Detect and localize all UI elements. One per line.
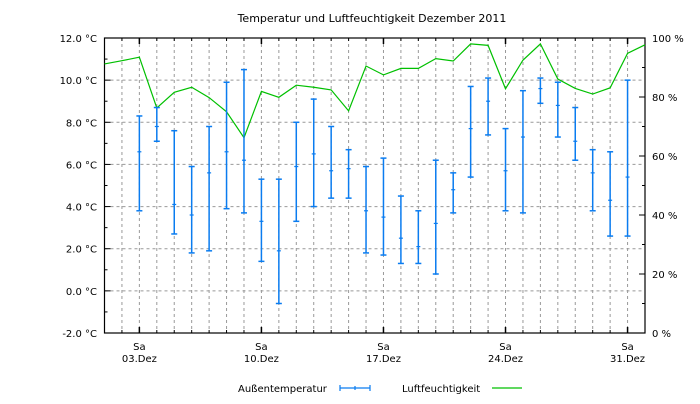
- y-left-tick-label: -2.0 °C: [62, 329, 97, 340]
- chart-title: Temperatur und Luftfeuchtigkeit Dezember…: [237, 12, 507, 25]
- temperature-errorbar: [432, 159, 439, 275]
- x-tick-date: 03.Dez: [122, 354, 157, 365]
- grid: [104, 38, 645, 333]
- y-left-tick-label: 10.0 °C: [60, 76, 97, 87]
- temperature-errorbar: [589, 148, 596, 212]
- x-tick-weekday: Sa: [621, 342, 633, 353]
- y-left-tick-label: 0.0 °C: [66, 287, 97, 298]
- temperature-errorbar: [240, 68, 247, 214]
- humidity-line: [104, 42, 646, 140]
- temperature-errorbar: [275, 178, 282, 305]
- temperature-errorbar: [519, 89, 526, 214]
- temperature-errorbar: [136, 115, 143, 212]
- temperature-errorbar: [206, 125, 213, 252]
- tick-labels: -2.0 °C 0.0 °C 2.0 °C 4.0 °C 6.0 °C 8.0 °C 10.…: [60, 34, 684, 365]
- legend: Außentemperatur Luftfeuchtigkeit: [238, 384, 522, 395]
- x-tick-weekday: Sa: [255, 342, 267, 353]
- temperature-errorbar: [328, 125, 335, 199]
- temperature-errorbar: [607, 151, 614, 237]
- temperature-errorbar: [363, 165, 370, 254]
- temperature-errorbar: [572, 106, 579, 161]
- x-tick-date: 24.Dez: [488, 354, 523, 365]
- temperature-errorbar: [171, 129, 178, 235]
- temperature-errorbar: [554, 81, 561, 138]
- temperature-errorbar: [415, 210, 422, 265]
- temperature-errorbar: [450, 172, 457, 214]
- x-tick-weekday: Sa: [133, 342, 145, 353]
- x-tick-weekday: Sa: [499, 342, 511, 353]
- y-left-tick-label: 2.0 °C: [66, 245, 97, 256]
- y-left-tick-label: 6.0 °C: [66, 160, 97, 171]
- temperature-errorbar: [293, 121, 300, 223]
- y-right-tick-label: 0 %: [652, 329, 671, 340]
- temperature-errorbar: [397, 195, 404, 265]
- temperature-errorbar: [485, 77, 492, 136]
- x-tick-date: 10.Dez: [244, 354, 279, 365]
- temperature-errorbar: [188, 165, 195, 254]
- temperature-errorbar: [537, 77, 544, 105]
- temperature-errorbar: [345, 148, 352, 199]
- temperature-errorbar: [153, 106, 160, 142]
- x-tick-weekday: Sa: [377, 342, 389, 353]
- temperature-errorbar: [624, 79, 631, 237]
- temperature-errorbar: [467, 85, 474, 178]
- legend-label-humidity: Luftfeuchtigkeit: [402, 384, 480, 395]
- y-left-tick-label: 4.0 °C: [66, 203, 97, 214]
- temperature-errorbar: [258, 178, 265, 263]
- y-right-tick-label: 20 %: [652, 270, 677, 281]
- legend-label-temperature: Außentemperatur: [238, 384, 328, 395]
- temperature-errorbar: [310, 98, 317, 208]
- temperature-errorbar: [380, 157, 387, 256]
- plot-frame: [103, 37, 646, 334]
- y-left-tick-label: 8.0 °C: [66, 118, 97, 129]
- data-marks: [104, 42, 646, 305]
- temperature-errorbar: [502, 127, 509, 212]
- y-right-tick-label: 100 %: [652, 34, 684, 45]
- y-right-tick-label: 80 %: [652, 93, 677, 104]
- temperature-errorbar: [223, 81, 230, 210]
- y-right-tick-label: 40 %: [652, 211, 677, 222]
- y-right-tick-label: 60 %: [652, 152, 677, 163]
- legend-swatch-temperature: [339, 385, 371, 391]
- x-tick-date: 31.Dez: [610, 354, 645, 365]
- x-tick-date: 17.Dez: [366, 354, 401, 365]
- axes: [103, 37, 646, 334]
- y-left-tick-label: 12.0 °C: [60, 34, 97, 45]
